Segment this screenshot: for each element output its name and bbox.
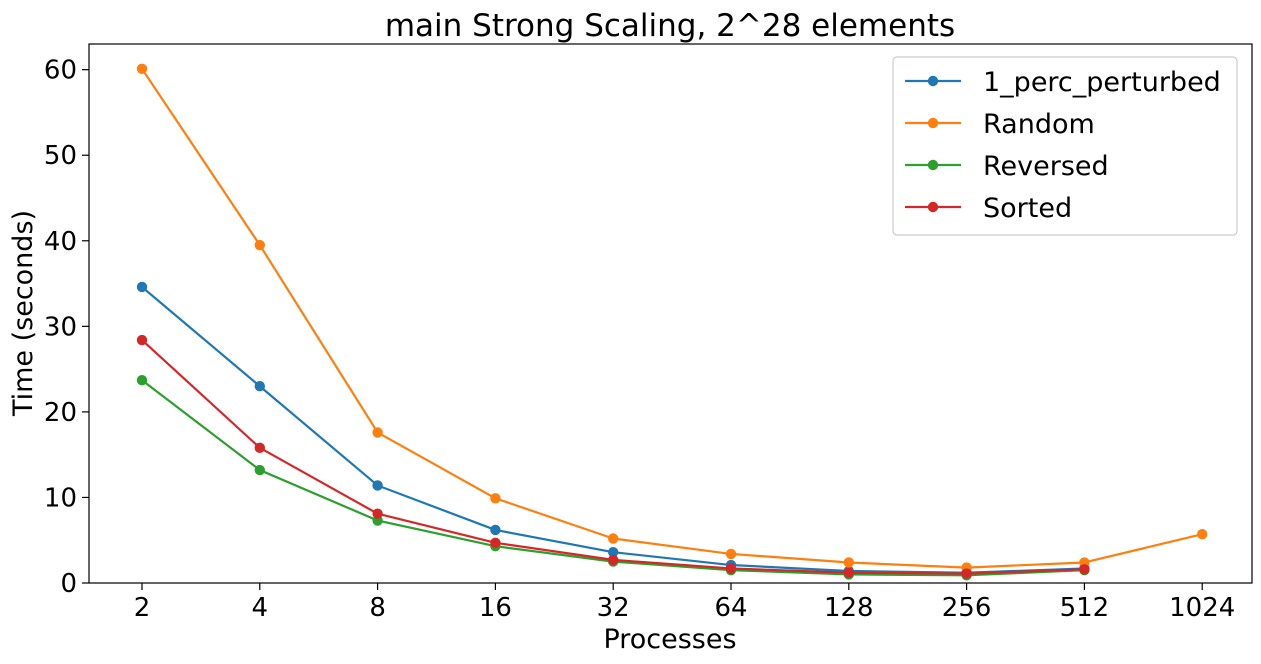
y-tick-label: 20 <box>44 398 77 428</box>
legend-label: Random <box>983 109 1095 140</box>
data-point <box>136 334 148 346</box>
data-point <box>254 239 265 251</box>
data-point <box>1079 564 1090 575</box>
legend-marker <box>927 159 939 171</box>
data-point <box>136 375 148 386</box>
series-line <box>141 286 1085 574</box>
x-tick-label: 2 <box>134 593 151 623</box>
x-axis-label: Processes <box>603 624 736 655</box>
y-tick-label: 40 <box>44 227 77 257</box>
data-point <box>725 563 737 574</box>
legend-label: 1_perc_perturbed <box>983 67 1221 98</box>
data-point <box>608 554 619 566</box>
legend-entry: 1_perc_perturbed <box>905 67 1221 98</box>
legend-marker <box>927 201 939 213</box>
legend-entry: Random <box>905 109 1095 140</box>
x-tick-label: 16 <box>479 593 512 623</box>
data-point <box>136 63 148 75</box>
y-axis-label: Time (seconds) <box>8 210 39 417</box>
data-point <box>961 568 972 579</box>
x-tick-label: 4 <box>252 593 269 623</box>
y-tick-label: 10 <box>44 483 77 513</box>
axes: 2 4 8 16 32 64 128 256 512 1024 0 10 20 30 40 50 60 <box>44 43 1253 623</box>
x-tick-label: 256 <box>942 593 992 623</box>
legend-marker <box>927 117 939 129</box>
legend-entry: Sorted <box>905 193 1072 224</box>
series-line <box>141 379 1085 577</box>
data-point <box>608 547 619 558</box>
data-point <box>490 524 501 536</box>
x-tick-label: 512 <box>1060 593 1110 623</box>
data-point <box>843 567 854 578</box>
plot-area <box>136 63 1208 581</box>
legend-label: Sorted <box>983 193 1072 224</box>
data-point <box>372 427 383 438</box>
data-point <box>136 281 148 293</box>
legend-label: Reversed <box>983 151 1109 182</box>
legend-entry: Reversed <box>905 151 1109 182</box>
x-tick-label: 64 <box>714 593 747 623</box>
data-point <box>1197 529 1208 540</box>
legend-box <box>892 56 1238 236</box>
data-point <box>372 480 383 491</box>
legend-marker <box>927 75 939 87</box>
data-point <box>725 548 737 560</box>
y-tick-label: 30 <box>44 312 77 342</box>
data-point <box>254 442 265 454</box>
y-tick-label: 50 <box>44 141 77 171</box>
data-point <box>490 493 501 504</box>
data-point <box>372 508 383 519</box>
data-point <box>490 537 501 548</box>
series-line <box>141 68 1203 569</box>
data-point <box>254 464 265 476</box>
series-Sorted <box>136 334 1090 579</box>
y-tick-label: 60 <box>44 56 77 86</box>
x-tick-label: 32 <box>597 593 630 623</box>
x-tick-label: 1024 <box>1169 593 1235 623</box>
x-tick-label: 128 <box>824 593 874 623</box>
series-Random <box>136 63 1208 573</box>
x-tick-label: 8 <box>369 593 386 623</box>
chart-title: main Strong Scaling, 2^28 elements <box>385 8 955 44</box>
axes-frame <box>88 43 1253 584</box>
data-point <box>254 381 265 392</box>
data-point <box>843 557 854 568</box>
data-point <box>608 533 619 544</box>
legend: 1_perc_perturbed Random Reversed Sorted <box>892 56 1238 236</box>
y-tick-label: 0 <box>60 569 77 599</box>
